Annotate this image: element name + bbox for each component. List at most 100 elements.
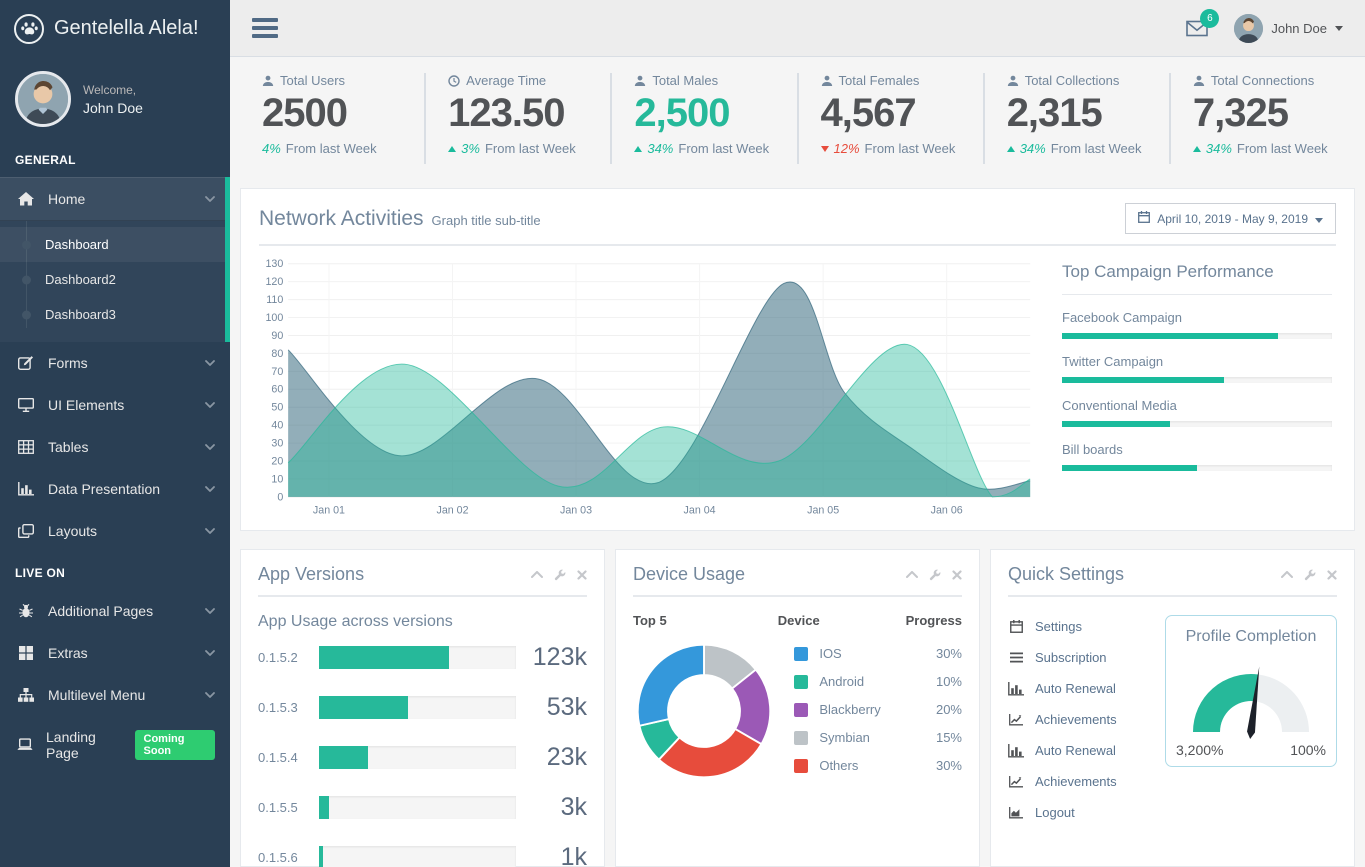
tile-delta: 34% From last Week bbox=[1006, 141, 1147, 156]
svg-text:Jan 03: Jan 03 bbox=[560, 504, 592, 516]
sidebar-item-landing-page[interactable]: Landing Page Coming Soon bbox=[0, 716, 230, 774]
notifications-button[interactable]: 6 bbox=[1186, 9, 1220, 40]
device-usage-donut-chart bbox=[633, 640, 784, 782]
gauge-title: Profile Completion bbox=[1185, 628, 1317, 646]
line-chart-icon bbox=[1008, 713, 1024, 726]
close-icon[interactable] bbox=[577, 570, 587, 580]
profile-user-name: John Doe bbox=[83, 99, 143, 116]
version-label: 0.1.5.4 bbox=[258, 750, 298, 766]
sidebar-subitem-dashboard3[interactable]: Dashboard3 bbox=[0, 297, 230, 332]
campaign-item-conventional-media: Conventional Media bbox=[1062, 398, 1332, 427]
chevron-down-icon bbox=[205, 444, 215, 450]
network-activities-chart: 0 10 20 30 40 50 60 70 80 90 100 110 120 130 Jan 01 Jan… bbox=[259, 256, 1036, 520]
quick-setting-subscription[interactable]: Subscription bbox=[1008, 650, 1153, 665]
legend-swatch bbox=[794, 758, 809, 773]
sidebar-item-data-presentation[interactable]: Data Presentation bbox=[0, 468, 230, 510]
tile-label: Average Time bbox=[448, 73, 588, 88]
sidebar-item-extras[interactable]: Extras bbox=[0, 632, 230, 674]
chevron-down-icon bbox=[1335, 25, 1343, 31]
wrench-icon[interactable] bbox=[1304, 569, 1316, 581]
legend-label: IOS bbox=[819, 646, 842, 662]
sidebar-subitem-dashboard2[interactable]: Dashboard2 bbox=[0, 262, 230, 297]
tile-value: 123.50 bbox=[448, 91, 565, 135]
menu-block-additional-pages: Additional Pages bbox=[0, 590, 230, 632]
quick-setting-logout[interactable]: Logout bbox=[1008, 805, 1153, 820]
campaign-item-facebook-campaign: Facebook Campaign bbox=[1062, 310, 1332, 339]
menu-toggle-button[interactable] bbox=[248, 14, 282, 42]
legend-label: Others bbox=[819, 758, 859, 774]
calendar-icon bbox=[1138, 211, 1151, 226]
quick-setting-achievements[interactable]: Achievements bbox=[1008, 774, 1153, 789]
usage-value: 123k bbox=[532, 643, 587, 672]
top-nav: 6 John Doe bbox=[230, 0, 1365, 57]
usage-bar bbox=[319, 646, 516, 670]
panel-title: App Versions bbox=[258, 564, 365, 585]
sidebar-item-label: Forms bbox=[48, 355, 88, 371]
stat-tile-total-collections: Total Collections 2,315 34% From last Week bbox=[982, 73, 1169, 164]
svg-text:40: 40 bbox=[271, 420, 283, 432]
close-icon[interactable] bbox=[1327, 570, 1337, 580]
sidebar-item-ui-elements[interactable]: UI Elements bbox=[0, 384, 230, 426]
svg-text:120: 120 bbox=[265, 276, 283, 288]
version-label: 0.1.5.5 bbox=[258, 800, 298, 816]
sidebar-menu: GENERAL Home Dashboard Dashboard2 Dashboard3… bbox=[0, 139, 230, 774]
svg-text:50: 50 bbox=[271, 402, 283, 414]
progress-bar bbox=[1062, 333, 1332, 339]
quick-setting-achievements[interactable]: Achievements bbox=[1008, 712, 1153, 727]
sidebar-item-additional-pages[interactable]: Additional Pages bbox=[0, 590, 230, 632]
date-range-value: April 10, 2019 - May 9, 2019 bbox=[1157, 211, 1308, 226]
svg-text:60: 60 bbox=[271, 384, 283, 396]
chevron-down-icon bbox=[205, 608, 215, 614]
app-versions-panel: App Versions App Usage across versions 0… bbox=[240, 549, 605, 867]
caret-down-icon bbox=[1315, 212, 1323, 226]
svg-text:130: 130 bbox=[265, 258, 283, 270]
menu-block-home: Home Dashboard Dashboard2 Dashboard3 bbox=[0, 177, 230, 342]
edit-icon bbox=[17, 356, 35, 370]
menu-block-tables: Tables bbox=[0, 426, 230, 468]
bug-icon bbox=[17, 604, 35, 618]
chevron-down-icon bbox=[205, 360, 215, 366]
sidebar-subitem-dashboard[interactable]: Dashboard bbox=[0, 227, 230, 262]
quick-settings-panel: Quick Settings Settings Subscription Auto … bbox=[990, 549, 1355, 867]
chevron-up-icon[interactable] bbox=[531, 571, 543, 579]
panel-title: Device Usage bbox=[633, 564, 746, 585]
sidebar-item-layouts[interactable]: Layouts bbox=[0, 510, 230, 552]
stat-tile-total-users: Total Users 2500 4% From last Week bbox=[240, 73, 424, 164]
close-icon[interactable] bbox=[952, 570, 962, 580]
quick-setting-auto-renewal[interactable]: Auto Renewal bbox=[1008, 681, 1153, 696]
sidebar-section-label: GENERAL bbox=[15, 153, 76, 167]
menu-block-data-presentation: Data Presentation bbox=[0, 468, 230, 510]
tile-delta: 34% From last Week bbox=[634, 141, 774, 156]
tile-delta: 4% From last Week bbox=[262, 141, 377, 156]
laptop-icon bbox=[17, 738, 33, 752]
wrench-icon[interactable] bbox=[554, 569, 566, 581]
sidebar-item-home[interactable]: Home bbox=[0, 177, 230, 221]
tile-label: Total Collections bbox=[1007, 73, 1147, 88]
sidebar-item-forms[interactable]: Forms bbox=[0, 342, 230, 384]
quick-setting-settings[interactable]: Settings bbox=[1008, 619, 1153, 634]
usage-value: 1k bbox=[560, 843, 587, 867]
date-range-picker[interactable]: April 10, 2019 - May 9, 2019 bbox=[1125, 203, 1336, 234]
tile-label: Total Users bbox=[262, 73, 402, 88]
table-icon bbox=[17, 440, 35, 454]
chevron-up-icon[interactable] bbox=[1281, 571, 1293, 579]
svg-text:20: 20 bbox=[271, 455, 283, 467]
wrench-icon[interactable] bbox=[929, 569, 941, 581]
sidebar-item-multilevel-menu[interactable]: Multilevel Menu bbox=[0, 674, 230, 716]
campaign-label: Conventional Media bbox=[1062, 398, 1177, 413]
brand-link[interactable]: Gentelella Alela! bbox=[0, 0, 230, 57]
legend-label: Android bbox=[819, 674, 865, 690]
column-header-progress: Progress bbox=[905, 613, 962, 629]
svg-text:30: 30 bbox=[271, 437, 283, 449]
quick-setting-auto-renewal[interactable]: Auto Renewal bbox=[1008, 743, 1153, 758]
svg-text:80: 80 bbox=[271, 348, 283, 360]
user-menu[interactable]: John Doe bbox=[1234, 13, 1343, 43]
stat-tile-average-time: Average Time 123.50 3% From last Week bbox=[424, 73, 610, 164]
tile-value: 7,325 bbox=[1192, 91, 1289, 135]
legend-value: 30% bbox=[935, 646, 962, 662]
welcome-label: Welcome, bbox=[83, 82, 137, 97]
user-icon bbox=[1193, 75, 1205, 87]
chevron-up-icon[interactable] bbox=[906, 571, 918, 579]
sidebar-item-tables[interactable]: Tables bbox=[0, 426, 230, 468]
bar-chart-icon bbox=[1008, 743, 1024, 758]
